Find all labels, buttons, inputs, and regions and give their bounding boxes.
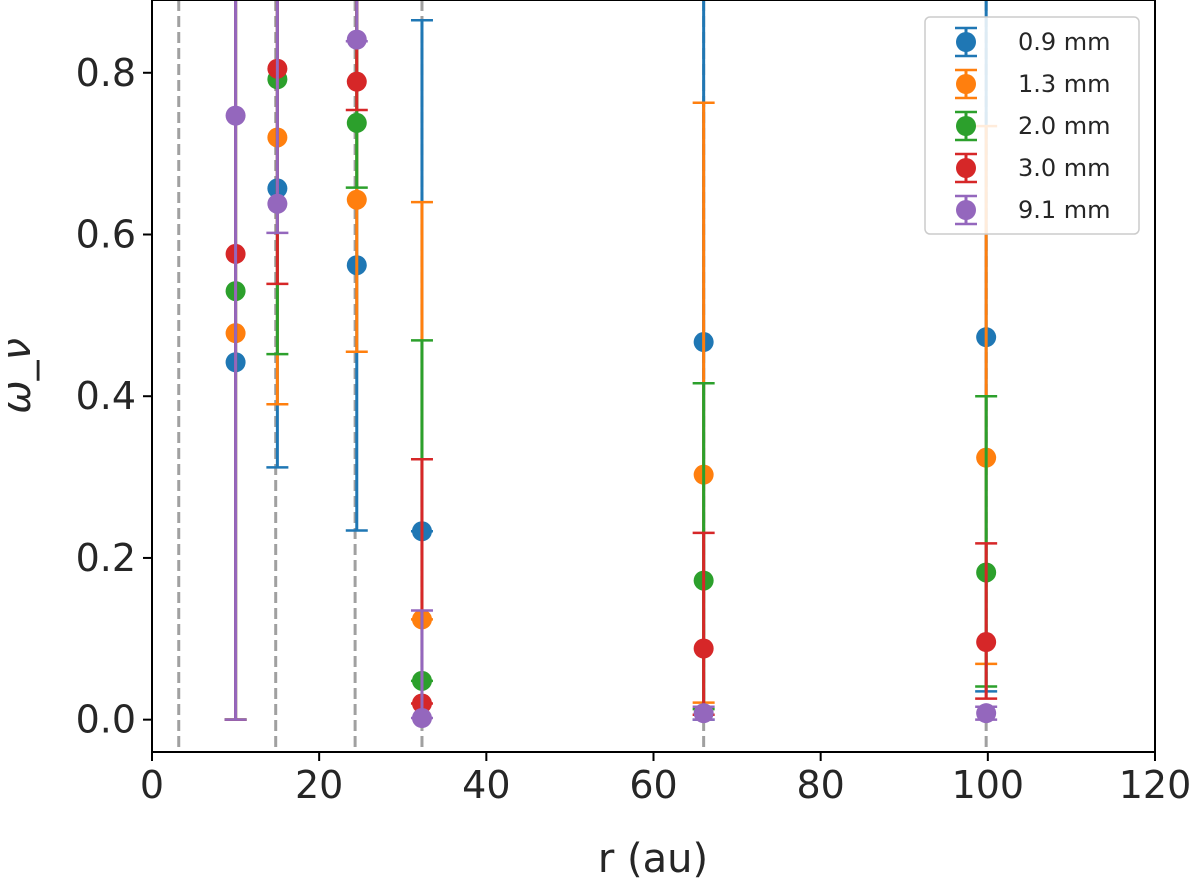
y-tick-label: 0.0: [76, 698, 136, 742]
x-tick-label: 20: [295, 763, 343, 807]
legend-marker: [956, 74, 976, 94]
data-point: [346, 189, 367, 210]
data-point: [267, 193, 288, 214]
data-point: [976, 632, 997, 653]
legend-marker: [956, 116, 976, 136]
series-9-1-mm: [224, 0, 998, 729]
x-tick-label: 100: [952, 763, 1025, 807]
x-tick-label: 40: [462, 763, 510, 807]
vertical-reference-lines: [177, 0, 988, 752]
data-series: [224, 0, 998, 729]
x-tick-label: 80: [796, 763, 844, 807]
legend-label: 1.3 mm: [1018, 70, 1111, 98]
data-point: [346, 29, 367, 50]
legend-marker: [956, 200, 976, 220]
data-point: [411, 708, 432, 729]
legend-marker: [956, 158, 976, 178]
x-tick-label: 0: [140, 763, 164, 807]
x-axis-title: r (au): [598, 836, 708, 881]
data-point: [693, 638, 714, 659]
x-tick-label: 120: [1119, 763, 1192, 807]
series-3-0-mm: [224, 0, 998, 721]
y-axis-title: ω_ν: [0, 338, 40, 414]
legend-label: 3.0 mm: [1018, 154, 1111, 182]
series-2-0-mm: [224, 0, 998, 721]
legend-box: [924, 16, 1140, 235]
series-1-3-mm: [224, 0, 998, 721]
legend-label: 2.0 mm: [1018, 112, 1111, 140]
axis-ticks: 0 20 40 60 80 100 120 0.0 0.2 0.4 0.6 0.8: [76, 51, 1192, 807]
y-tick-label: 0.4: [76, 374, 136, 418]
y-tick-label: 0.6: [76, 212, 136, 256]
series-0-9-mm: [224, 0, 998, 721]
legend: 0.9 mm 1.3 mm 2.0 mm 3.0 mm 9.1 mm: [924, 16, 1140, 235]
data-point: [225, 105, 246, 126]
x-tick-label: 60: [629, 763, 677, 807]
legend-label: 9.1 mm: [1018, 196, 1111, 224]
legend-marker: [956, 32, 976, 52]
y-tick-label: 0.2: [76, 536, 136, 580]
data-point: [346, 71, 367, 92]
legend-label: 0.9 mm: [1018, 28, 1111, 56]
data-point: [693, 703, 714, 724]
data-point: [976, 703, 997, 724]
data-point: [346, 112, 367, 133]
y-tick-label: 0.8: [76, 51, 136, 95]
